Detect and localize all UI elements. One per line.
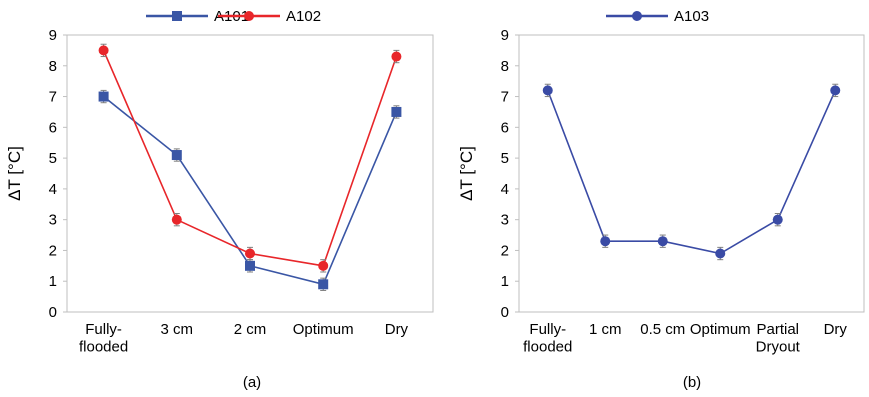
y-tick-label: 4 (501, 181, 509, 198)
x-tick-label: 3 cm (161, 321, 194, 338)
y-tick-label: 8 (501, 58, 509, 75)
data-point (542, 85, 553, 96)
panel-label: (a) (243, 374, 261, 391)
x-tick-label-line: Optimum (690, 321, 751, 338)
y-tick-label: 0 (501, 304, 509, 321)
data-point (171, 150, 182, 161)
plot-frame (518, 34, 865, 313)
legend-marker (632, 11, 642, 21)
data-point (657, 236, 668, 247)
x-tick-label-line: Dryout (756, 338, 801, 355)
x-tick-label-line: Partial (756, 321, 799, 338)
series-A103 (542, 83, 841, 261)
chart-panel-2: 0 1 2 3 4 5 6 7 8 9 Fully-flooded 1 cm 0.5 cm Optimum… (457, 8, 865, 391)
x-tick-label: 2 cm (234, 321, 267, 338)
y-tick-label: 6 (501, 119, 509, 136)
data-point (600, 236, 611, 247)
legend-marker (172, 11, 182, 21)
x-tick-label: Optimum (690, 321, 751, 338)
data-point (715, 248, 726, 259)
legend: A103 (606, 8, 709, 25)
data-point (245, 248, 255, 259)
y-axis-title: ΔT [°C] (5, 146, 24, 201)
y-tick-label: 0 (49, 304, 57, 321)
data-point (391, 106, 402, 117)
x-tick-label-line: flooded (79, 338, 128, 355)
x-tick-label-line: 3 cm (161, 321, 194, 338)
x-tick-label: Optimum (293, 321, 354, 338)
y-tick-label: 2 (501, 242, 509, 259)
x-tick-label-line: 0.5 cm (640, 321, 685, 338)
x-tick-label-line: Fully- (85, 321, 122, 338)
data-point (772, 214, 783, 225)
legend-marker (244, 11, 254, 21)
x-tick-label: 1 cm (589, 321, 622, 338)
y-tick-label: 7 (501, 89, 509, 106)
series-A101 (98, 89, 402, 291)
y-tick-label: 3 (501, 212, 509, 229)
x-tick-label: Fully-flooded (79, 321, 128, 355)
legend: A101 A102 (146, 8, 321, 25)
y-tick-label: 5 (501, 150, 509, 167)
x-tick-label-line: Dry (824, 321, 848, 338)
x-tick-label: 0.5 cm (640, 321, 685, 338)
y-tick-label: 9 (49, 27, 57, 44)
data-point (318, 279, 329, 290)
series-A102 (98, 43, 402, 273)
data-point (391, 51, 402, 62)
series-line (547, 90, 836, 255)
x-tick-label-line: flooded (523, 338, 572, 355)
x-tick-label-line: 1 cm (589, 321, 622, 338)
x-tick-label: Dry (385, 321, 409, 338)
series-line (102, 50, 398, 267)
y-tick-label: 4 (49, 181, 57, 198)
x-tick-label: Partial Dryout (756, 321, 801, 355)
y-tick-label: 8 (49, 58, 57, 75)
data-point (98, 45, 109, 56)
x-tick-label: Fully-flooded (523, 321, 572, 355)
x-tick-label-line: 2 cm (234, 321, 267, 338)
x-tick-label: Dry (824, 321, 848, 338)
panel-label: (b) (683, 374, 701, 391)
y-tick-label: 6 (49, 119, 57, 136)
y-tick-label: 7 (49, 89, 57, 106)
plot-frame (66, 34, 434, 313)
y-tick-label: 1 (501, 273, 509, 290)
chart-panel-1: 0 1 2 3 4 5 6 7 8 9 Fully-flooded 3 cm 2 cm Optimum Dr… (5, 8, 434, 391)
y-tick-label: 3 (49, 212, 57, 229)
y-axis-title: ΔT [°C] (457, 146, 476, 201)
data-point (245, 260, 255, 271)
legend-label: A103 (674, 8, 709, 25)
y-tick-label: 2 (49, 242, 57, 259)
y-tick-label: 9 (501, 27, 509, 44)
y-tick-label: 5 (49, 150, 57, 167)
data-point (98, 91, 109, 102)
data-point (171, 214, 182, 225)
x-tick-label-line: Dry (385, 321, 409, 338)
x-tick-label-line: Fully- (529, 321, 566, 338)
legend-label: A102 (286, 8, 321, 25)
data-point (830, 85, 841, 96)
data-point (318, 260, 329, 271)
x-tick-label-line: Optimum (293, 321, 354, 338)
y-tick-label: 1 (49, 273, 57, 290)
